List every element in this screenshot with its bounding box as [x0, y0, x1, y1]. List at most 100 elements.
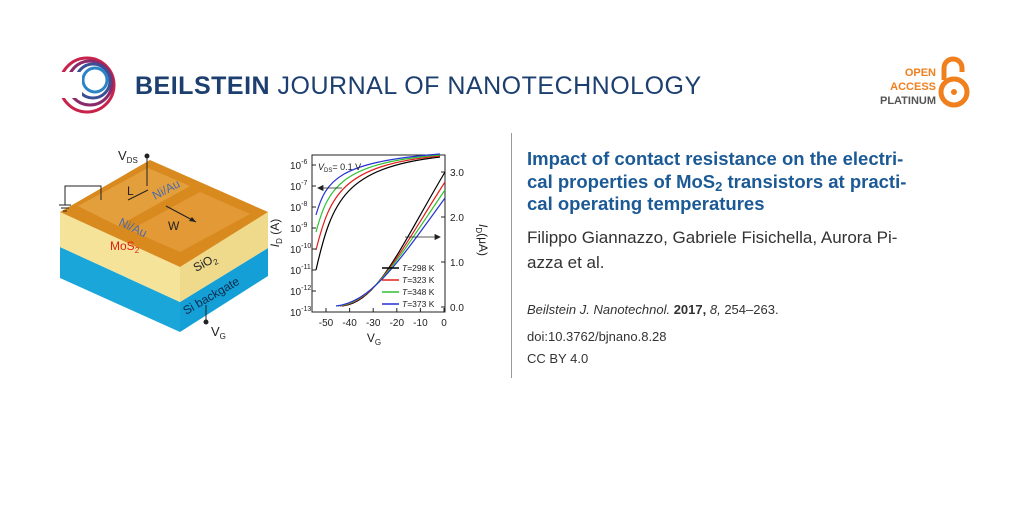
left-tick-label: 10-10: [290, 243, 311, 256]
left-tick-label: 10-12: [290, 285, 311, 298]
left-tick-label: 10-9: [290, 222, 307, 235]
vds-sub: DS: [127, 156, 138, 165]
substrate-right: [180, 248, 268, 332]
legend-rest: =373 K: [407, 299, 435, 309]
doi: doi:10.3762/bjnano.8.28: [527, 329, 667, 344]
tick-exponent: -13: [301, 306, 311, 313]
length-label: L: [127, 184, 134, 198]
right-tick-label: 3.0: [450, 168, 464, 179]
tick-base: 10: [290, 161, 302, 172]
title-line: cal properties of MoS2 transistors at pr…: [527, 171, 1007, 194]
tick-base: 10: [290, 287, 302, 298]
vds-main: V: [118, 148, 127, 163]
annotation: VDS= 0.1 V: [318, 162, 361, 174]
curves: [315, 153, 446, 307]
annotation-rest: = 0.1 V: [332, 162, 361, 172]
contact-bottom: [130, 192, 250, 252]
license: CC BY 4.0: [527, 351, 589, 366]
annotation-sub: DS: [324, 168, 332, 174]
channel-label: MoS2: [110, 239, 140, 255]
x-tick-label: -50: [319, 318, 334, 329]
right-tick-label: 1.0: [450, 258, 464, 269]
left-axis-main: I: [268, 243, 282, 247]
authors-line: azza et al.: [527, 253, 605, 272]
transfer-graph: VDS= 0.1 V ID (A) ID(μA) VG 10-610-710-8…: [268, 153, 490, 347]
right-axis-label: ID(μA): [474, 224, 490, 256]
channel-main: MoS: [110, 239, 135, 253]
legend-rest: =298 K: [407, 263, 435, 273]
plot-frame: [311, 154, 446, 313]
legend-label: T=298 K: [402, 263, 435, 273]
legend-rest: =348 K: [407, 287, 435, 297]
left-axis-sub: D: [275, 238, 284, 244]
width-label: W: [168, 219, 180, 233]
title-part: transistors at practi-: [722, 170, 907, 192]
arrow-right: [405, 233, 441, 241]
tick-base: 10: [290, 308, 302, 319]
vds-label: VDS: [118, 148, 138, 165]
legend-rest: =323 K: [407, 275, 435, 285]
tick-base: 10: [290, 224, 302, 235]
legend-var: T: [402, 263, 408, 273]
tick-exponent: -7: [301, 180, 307, 187]
annotation-main: V: [318, 162, 325, 172]
x-axis-label: VG: [367, 331, 381, 347]
citation-pages: 254–263.: [720, 302, 779, 317]
left-tick-label: 10-13: [290, 306, 311, 319]
left-tick-label: 10-6: [290, 159, 307, 172]
linear-curve: [341, 171, 446, 307]
tick-exponent: -8: [301, 201, 307, 208]
linear-curve: [335, 197, 446, 307]
authors: Filippo Giannazzo, Gabriele Fisichella, …: [527, 225, 897, 275]
article-title: Impact of contact resistance on the elec…: [527, 148, 1007, 216]
legend-label: T=348 K: [402, 287, 435, 297]
citation: Beilstein J. Nanotechnol. 2017, 8, 254–2…: [527, 302, 779, 317]
tick-exponent: -6: [301, 159, 307, 166]
legend-label: T=373 K: [402, 299, 435, 309]
x-axis-main: V: [367, 331, 375, 345]
citation-volume: 8,: [706, 302, 721, 317]
authors-line: Filippo Giannazzo, Gabriele Fisichella, …: [527, 228, 898, 247]
open-access-icon: [938, 56, 970, 108]
oxide-sub: 2: [212, 257, 221, 267]
x-axis-sub: G: [375, 338, 381, 347]
right-axis-sub: D: [474, 227, 483, 233]
tick-exponent: -9: [301, 222, 307, 229]
citation-journal: Beilstein J. Nanotechnol.: [527, 302, 671, 317]
title-subscript: 2: [715, 178, 723, 194]
channel-sub: 2: [135, 246, 140, 255]
badge-line: ACCESS: [890, 81, 936, 93]
arrow-left: [317, 184, 342, 192]
tick-base: 10: [290, 245, 302, 256]
divider: [511, 133, 512, 378]
right-axis-rest: (μA): [476, 233, 490, 256]
device-illustration: VDS VG Ni/Au Ni/Au L W MoS2 SiO2 Si back…: [59, 148, 268, 341]
left-tick-label: 10-7: [290, 180, 307, 193]
tick-base: 10: [290, 266, 302, 277]
open-access-badge: OPEN ACCESS PLATINUM: [880, 66, 936, 108]
journal-name-rest: JOURNAL OF NANOTECHNOLOGY: [277, 72, 702, 100]
vg-main: V: [211, 324, 220, 339]
vg-sub: G: [220, 332, 226, 341]
x-tick-label: 0: [441, 318, 447, 329]
tick-base: 10: [290, 203, 302, 214]
x-tick-label: -10: [413, 318, 428, 329]
substrate-left: [60, 247, 180, 332]
x-tick-label: -30: [366, 318, 381, 329]
left-tick-label: 10-11: [290, 264, 311, 277]
log-curve: [315, 153, 441, 216]
tick-exponent: -11: [301, 264, 311, 271]
left-tick-label: 10-8: [290, 201, 307, 214]
journal-logo: [56, 56, 116, 114]
legend-var: T: [402, 287, 408, 297]
x-tick-label: -20: [390, 318, 405, 329]
oxide-left: [60, 212, 180, 302]
badge-line: OPEN: [904, 67, 936, 79]
title-part: cal properties of MoS: [527, 170, 716, 192]
legend-var: T: [402, 275, 408, 285]
title-line: Impact of contact resistance on the elec…: [527, 148, 904, 169]
right-axis-main: I: [476, 224, 490, 228]
